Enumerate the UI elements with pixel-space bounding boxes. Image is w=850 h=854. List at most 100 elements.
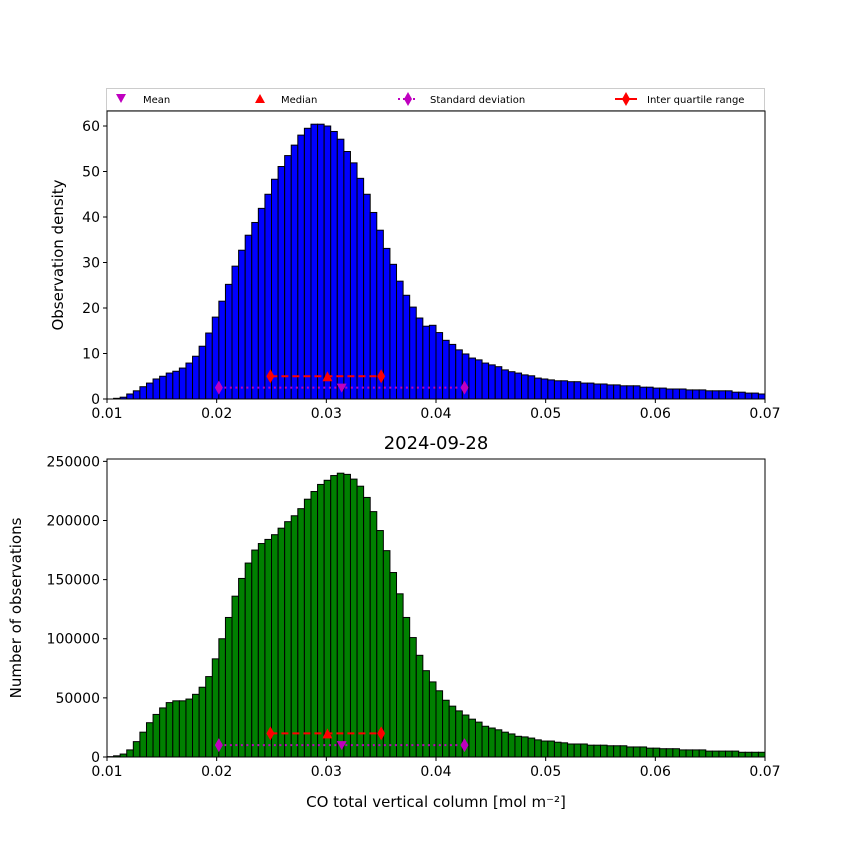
histogram-bar xyxy=(311,124,318,399)
histogram-bar xyxy=(745,393,752,399)
panel-title: 2024-09-28 xyxy=(384,433,489,454)
histogram-bar xyxy=(397,281,404,399)
histogram-bar xyxy=(364,194,371,399)
histogram-bar xyxy=(410,307,417,399)
histogram-bar xyxy=(522,375,529,399)
y-tick-label: 150000 xyxy=(47,573,100,589)
x-tick-label: 0.06 xyxy=(640,406,671,422)
histogram-bar xyxy=(364,497,371,757)
histogram-bar xyxy=(344,151,351,399)
histogram-bar xyxy=(561,381,568,399)
histogram-bar xyxy=(581,383,588,399)
histogram-bar xyxy=(298,135,305,399)
histogram-bar xyxy=(140,387,147,399)
histogram-bar xyxy=(726,391,733,399)
histogram-bar xyxy=(265,539,272,757)
y-tick-label: 0 xyxy=(91,750,100,766)
x-axis-label: CO total vertical column [mol m⁻²] xyxy=(306,793,566,811)
histogram-bar xyxy=(160,708,167,757)
histogram-bar xyxy=(627,747,634,757)
histogram-bar xyxy=(732,751,739,757)
histogram-bar xyxy=(475,722,482,757)
histogram-bar xyxy=(146,723,153,757)
histogram-bar xyxy=(324,480,331,757)
histogram-bar xyxy=(179,368,186,399)
x-tick-label: 0.03 xyxy=(311,764,342,780)
histogram-bar xyxy=(614,746,621,757)
y-tick-label: 60 xyxy=(82,119,100,135)
histogram-bar xyxy=(561,743,568,757)
histogram-bar xyxy=(752,752,759,757)
histogram-bar xyxy=(647,387,654,399)
legend-iqr-label: Inter quartile range xyxy=(647,95,744,106)
histogram-bar xyxy=(449,706,456,757)
x-tick-label: 0.07 xyxy=(749,406,780,422)
histogram-bar xyxy=(166,703,173,757)
histogram-bar xyxy=(403,295,410,399)
histogram-bar xyxy=(436,333,443,399)
histogram-bar xyxy=(173,371,180,399)
x-tick-label: 0.07 xyxy=(749,764,780,780)
histogram-bar xyxy=(186,699,193,757)
x-tick-label: 0.02 xyxy=(201,764,232,780)
histogram-bar xyxy=(554,381,561,399)
histogram-bar xyxy=(193,356,200,399)
histogram-bar xyxy=(390,264,397,399)
histogram-bar xyxy=(443,700,450,757)
histogram-bar xyxy=(291,516,298,757)
histogram-bar xyxy=(502,370,509,399)
histogram-bar xyxy=(693,390,700,399)
histogram-bar xyxy=(548,741,555,757)
histogram-bar xyxy=(502,732,509,757)
histogram-bar xyxy=(311,492,318,757)
histogram-bar xyxy=(758,752,765,757)
legend-median-label: Median xyxy=(281,95,317,106)
histogram-bar xyxy=(403,617,410,757)
histogram-bar xyxy=(495,730,502,757)
histogram-bar xyxy=(515,736,522,757)
histogram-bar xyxy=(706,751,713,757)
x-tick-label: 0.02 xyxy=(201,406,232,422)
histogram-bar xyxy=(568,744,575,757)
histogram-bar xyxy=(640,387,647,399)
histogram-bar xyxy=(232,266,239,399)
histogram-bar xyxy=(350,163,357,399)
x-tick-label: 0.01 xyxy=(91,764,122,780)
histogram-bar xyxy=(594,384,601,399)
histogram-bar xyxy=(410,638,417,757)
histogram-bar xyxy=(719,751,726,757)
y-axis-label-density: Observation density xyxy=(49,179,67,330)
histogram-bar xyxy=(587,383,594,399)
histogram-bar xyxy=(383,551,390,757)
histogram-bar xyxy=(719,391,726,399)
histogram-bar xyxy=(337,473,344,757)
histogram-bar xyxy=(199,687,206,757)
histogram-bar xyxy=(574,382,581,399)
histogram-bar xyxy=(601,745,608,757)
histogram-bar xyxy=(522,737,529,757)
histogram-bar xyxy=(673,389,680,399)
histogram-bar xyxy=(199,346,206,399)
histogram-bar xyxy=(186,363,193,399)
y-tick-label: 0 xyxy=(91,392,100,408)
histogram-bar xyxy=(436,691,443,757)
histogram-bar xyxy=(206,677,213,757)
histogram-bar xyxy=(581,744,588,757)
legend-std-label: Standard deviation xyxy=(430,95,525,106)
y-tick-label: 30 xyxy=(82,256,100,272)
histogram-bar xyxy=(679,750,686,757)
histogram-bar xyxy=(179,701,186,757)
histogram-bar xyxy=(686,750,693,757)
histogram-bar xyxy=(370,212,377,399)
histogram-bar xyxy=(508,372,515,399)
histogram-bar xyxy=(482,363,489,399)
histogram-bar xyxy=(225,284,232,399)
y-tick-label: 10 xyxy=(82,347,100,363)
histogram-bar xyxy=(278,528,285,757)
histogram-bar xyxy=(640,747,647,757)
y-axis-label-count: Number of observations xyxy=(7,517,25,698)
histogram-bar xyxy=(679,389,686,399)
